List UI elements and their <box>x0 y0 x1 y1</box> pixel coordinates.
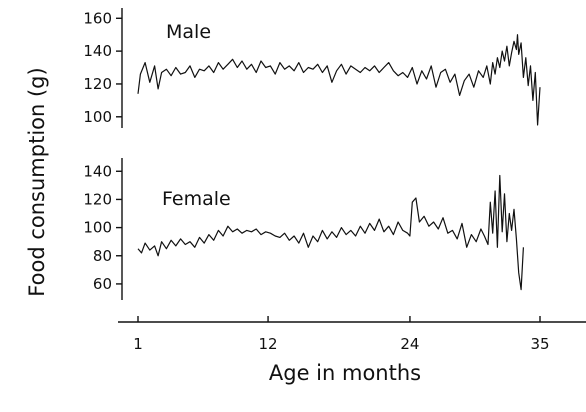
female-panel: 60 80 100 120 140 Female <box>83 158 524 300</box>
male-ytick-label: 100 <box>83 108 112 126</box>
x-axis: 1 12 24 35 <box>118 316 586 353</box>
female-ytick-label: 100 <box>83 219 112 237</box>
x-axis-title: Age in months <box>269 361 421 385</box>
x-tick-label: 24 <box>400 335 419 353</box>
male-panel-label: Male <box>166 21 211 43</box>
female-panel-label: Female <box>162 188 231 210</box>
female-yticks: 60 80 100 120 140 <box>83 162 122 293</box>
male-ytick-label: 120 <box>83 75 112 93</box>
female-ytick-label: 120 <box>83 190 112 208</box>
male-series-line <box>137 34 541 126</box>
male-panel: 100 120 140 160 Male <box>83 8 541 128</box>
male-ytick-label: 160 <box>83 9 112 27</box>
x-tick-label: 12 <box>259 335 278 353</box>
male-ytick-label: 140 <box>83 42 112 60</box>
female-ytick-label: 60 <box>93 275 112 293</box>
female-ytick-label: 80 <box>93 247 112 265</box>
female-series-line <box>137 174 524 291</box>
female-ytick-label: 140 <box>83 162 112 180</box>
x-ticks: 1 12 24 35 <box>133 316 550 353</box>
x-tick-label: 1 <box>133 335 143 353</box>
x-tick-label: 35 <box>530 335 549 353</box>
male-yticks: 100 120 140 160 <box>83 9 122 126</box>
y-axis-title: Food consumption (g) <box>25 67 49 296</box>
